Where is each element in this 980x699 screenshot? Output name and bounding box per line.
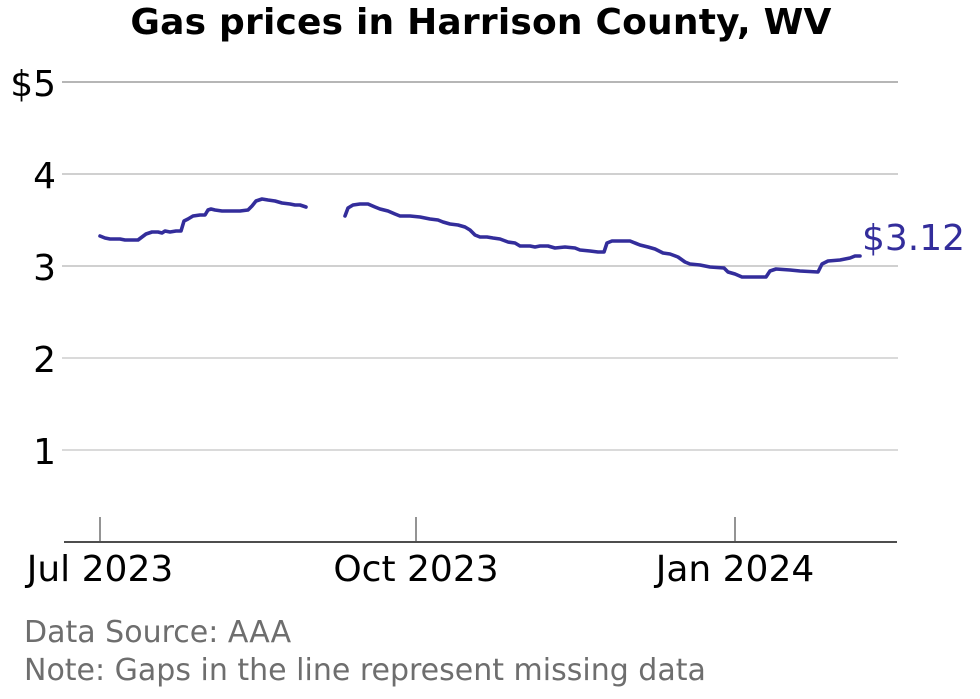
y-tick-label: 3: [33, 248, 56, 289]
x-tick-label: Jan 2024: [654, 549, 815, 590]
gridlines: [62, 81, 898, 451]
y-axis: $5 4 3 2 1: [10, 64, 56, 473]
y-tick-label: 2: [33, 340, 56, 381]
missing-data-note: Note: Gaps in the line represent missing…: [24, 653, 706, 688]
x-axis: Jul 2023 Oct 2023 Jan 2024: [25, 517, 897, 590]
price-line-segment-2: [343, 202, 862, 279]
price-series: [98, 197, 862, 279]
x-tick-label: Oct 2023: [333, 549, 498, 590]
price-line-segment-1: [98, 197, 308, 242]
y-tick-label: 1: [33, 432, 56, 473]
latest-price-label: $3.12: [862, 218, 965, 259]
y-tick-label: $5: [10, 64, 56, 105]
y-tick-label: 4: [33, 156, 56, 197]
x-tick-label: Jul 2023: [25, 549, 174, 590]
data-source-note: Data Source: AAA: [24, 615, 292, 650]
chart-title: Gas prices in Harrison County, WV: [130, 2, 832, 43]
